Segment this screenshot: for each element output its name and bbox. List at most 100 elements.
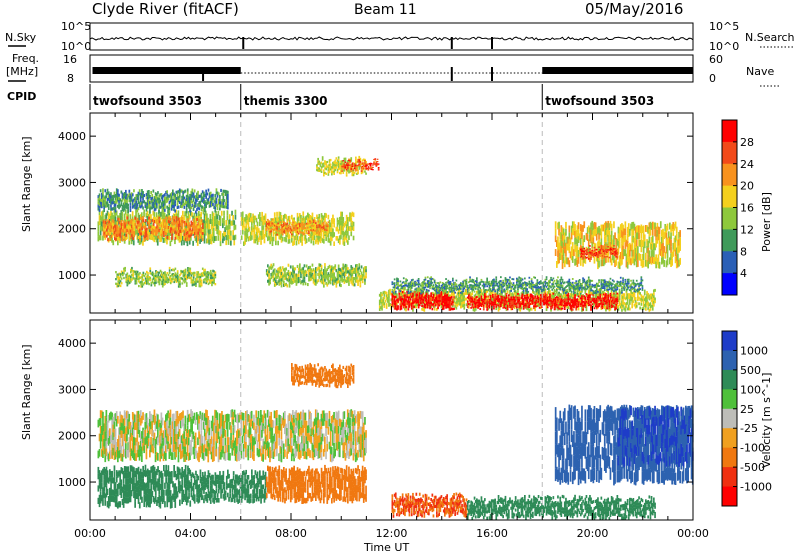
power-cell xyxy=(318,218,321,224)
power-cell xyxy=(253,220,255,225)
power-cell xyxy=(519,297,522,301)
power-cell xyxy=(148,282,150,286)
power-cell xyxy=(294,279,297,283)
power-cell xyxy=(625,293,628,297)
power-cell xyxy=(392,302,395,305)
power-cell xyxy=(429,295,431,298)
power-cell xyxy=(329,265,332,269)
power-cell xyxy=(353,164,356,166)
power-cell xyxy=(324,263,326,267)
power-cell xyxy=(359,160,362,163)
power-cell xyxy=(327,233,330,238)
power-cell xyxy=(358,165,361,168)
power-cell xyxy=(394,307,397,310)
power-cell xyxy=(622,298,624,302)
power-cell xyxy=(133,231,136,235)
power-cell xyxy=(383,296,386,300)
power-cell xyxy=(105,204,108,208)
power-cell xyxy=(197,222,200,226)
power-cell xyxy=(284,283,286,287)
power-cell xyxy=(115,234,117,238)
power-cell xyxy=(151,203,154,207)
power-cell xyxy=(273,228,276,231)
power-cell xyxy=(352,173,355,177)
power-cell xyxy=(621,303,623,307)
power-cell xyxy=(432,303,435,306)
power-cell xyxy=(489,295,492,297)
power-cell xyxy=(307,228,309,231)
power-cell xyxy=(271,265,274,269)
power-cell xyxy=(390,292,393,296)
power-cell xyxy=(450,291,453,295)
power-cell xyxy=(549,289,551,293)
power-cell xyxy=(124,269,126,272)
power-cell xyxy=(135,282,138,285)
power-cell xyxy=(193,189,196,193)
power-cell xyxy=(169,279,172,282)
power-cell xyxy=(578,302,581,306)
power-cell xyxy=(267,218,269,221)
power-cell xyxy=(280,268,283,272)
power-cell xyxy=(349,163,351,165)
power-cell xyxy=(570,294,573,298)
power-cell xyxy=(161,282,164,286)
power-cell xyxy=(141,285,144,288)
power-cell xyxy=(200,279,203,282)
power-cell xyxy=(329,163,332,166)
power-cell xyxy=(321,222,324,225)
power-cell xyxy=(272,227,275,229)
power-cell xyxy=(367,167,370,169)
power-cell xyxy=(484,302,486,305)
power-cell xyxy=(391,293,394,296)
power-cell xyxy=(131,205,134,209)
power-cell xyxy=(345,270,348,274)
power-cell xyxy=(158,216,161,220)
power-cell xyxy=(476,296,478,298)
power-cell xyxy=(402,288,405,292)
power-cell xyxy=(520,303,523,307)
power-cell xyxy=(285,233,287,238)
power-cell xyxy=(107,194,110,198)
power-cell xyxy=(160,273,163,276)
power-cell xyxy=(103,199,105,203)
power-cell xyxy=(469,299,471,302)
power-cell xyxy=(224,189,227,193)
power-cell xyxy=(138,280,140,283)
power-cell xyxy=(211,216,214,222)
power-cell xyxy=(364,165,366,167)
power-cell xyxy=(400,302,403,306)
power-cell xyxy=(458,297,461,300)
power-cell xyxy=(384,291,387,295)
power-cell xyxy=(112,229,115,233)
power-cell xyxy=(632,291,635,295)
power-cell xyxy=(468,291,470,295)
power-cell xyxy=(114,216,117,222)
power-cell xyxy=(107,222,109,226)
power-cell xyxy=(361,168,364,171)
power-cell xyxy=(550,305,552,308)
power-cell xyxy=(405,299,407,302)
power-cell xyxy=(278,270,281,274)
power-cell xyxy=(184,222,187,226)
power-cell xyxy=(148,229,151,235)
power-cell xyxy=(182,190,184,194)
power-cell xyxy=(278,234,281,240)
power-cell xyxy=(426,289,429,293)
power-cell xyxy=(384,299,387,303)
power-cell xyxy=(301,270,303,274)
power-cell xyxy=(317,235,319,240)
power-cell xyxy=(280,275,283,279)
power-cell xyxy=(521,299,524,302)
power-cell xyxy=(487,307,490,311)
power-cell xyxy=(647,295,649,299)
power-cell xyxy=(540,306,542,309)
power-cell xyxy=(485,301,487,305)
power-cell xyxy=(115,278,117,281)
power-cell xyxy=(353,267,356,271)
power-cell xyxy=(436,298,438,301)
power-cell xyxy=(631,299,633,303)
power-cell xyxy=(337,220,340,225)
power-cell xyxy=(162,206,165,210)
power-cell xyxy=(181,282,184,285)
power-cell xyxy=(638,302,640,306)
